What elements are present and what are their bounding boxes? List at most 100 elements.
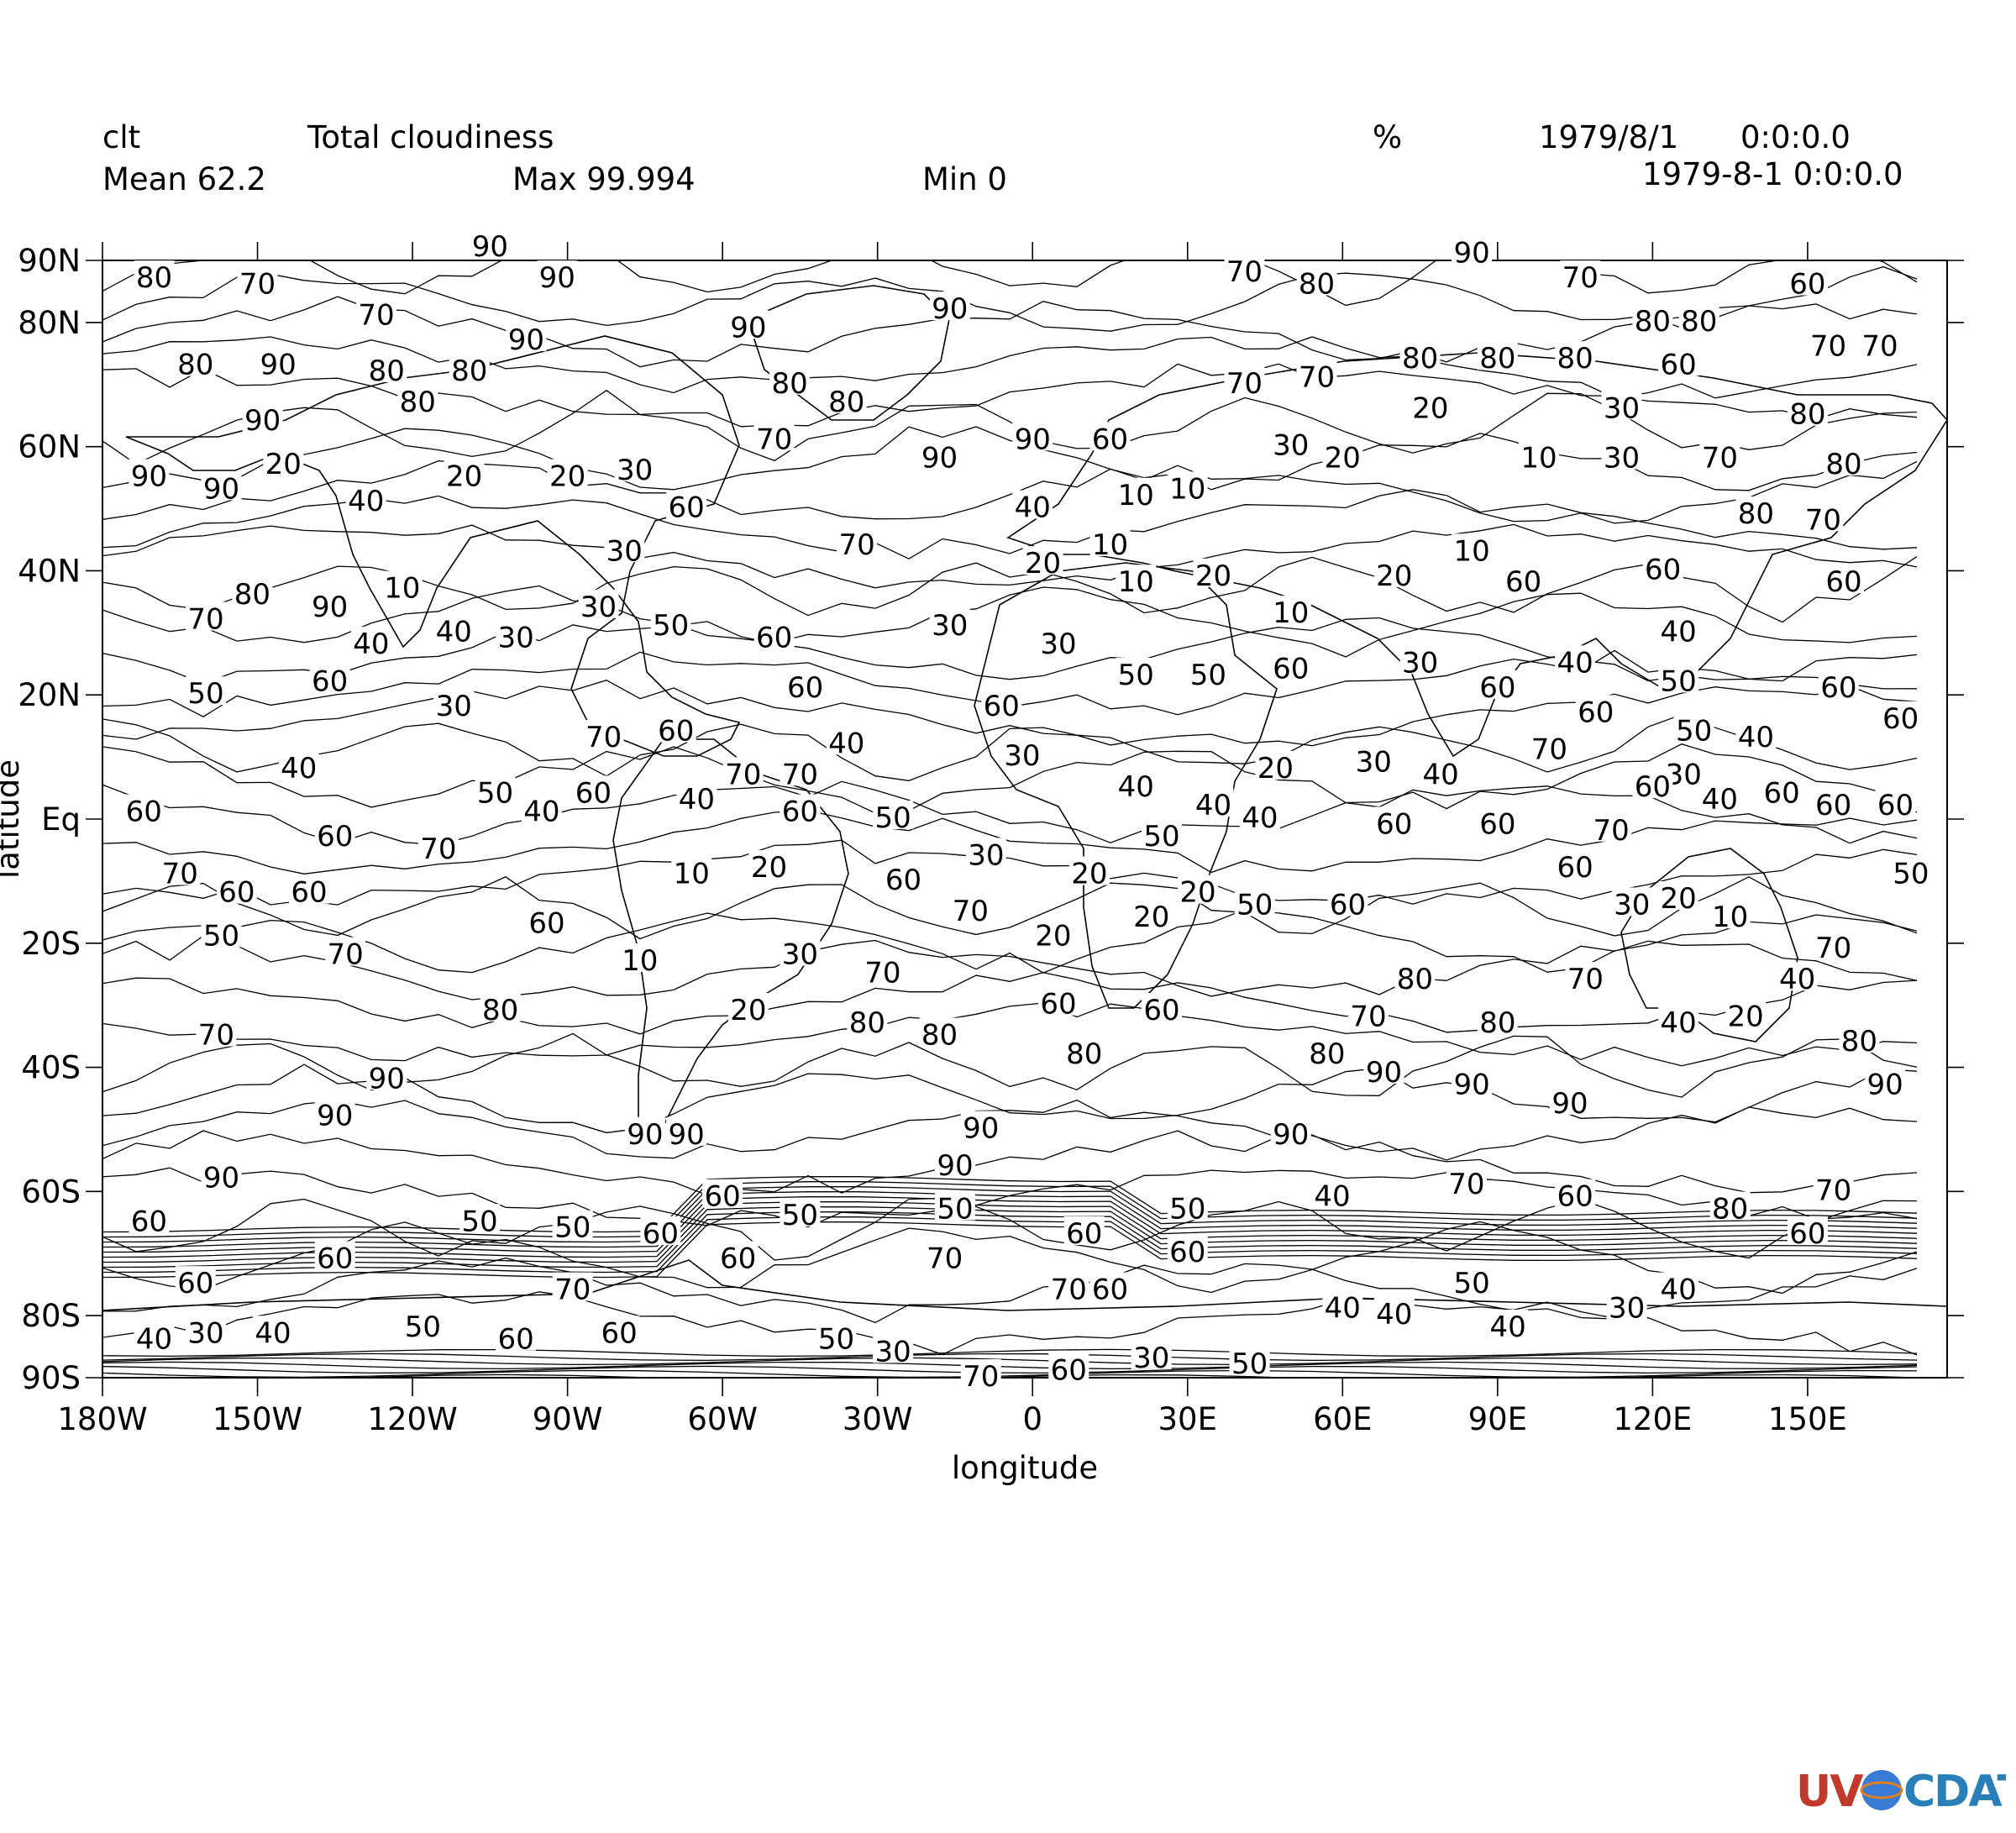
contour-label-bg [1178, 874, 1219, 904]
contour-label-bg [1823, 565, 1864, 594]
contour-label: 40 [436, 615, 472, 649]
contour-label: 80 [828, 386, 864, 419]
contour-label: 60 [601, 1316, 637, 1350]
contour-label-bg [1116, 769, 1157, 799]
y-tick-label: 60S [21, 1174, 81, 1210]
contour-label: 90 [1015, 423, 1051, 456]
contour-label: 60 [1330, 888, 1366, 922]
contour-label: 70 [963, 1360, 999, 1394]
y-tick-label: Eq [41, 801, 81, 838]
contour-label: 40 [136, 1323, 172, 1357]
contour-label-bg [237, 266, 278, 296]
contour-label: 50 [818, 1323, 854, 1357]
contour-label-bg [1611, 887, 1652, 916]
contour-label: 70 [420, 832, 456, 866]
contour-label: 60 [705, 1180, 741, 1214]
contour-label: 80 [1309, 1037, 1345, 1071]
contour-line [102, 389, 1918, 465]
contour-label-bg [258, 347, 299, 376]
contour-label: 80 [1635, 305, 1671, 339]
contour-label-bg [1813, 788, 1854, 817]
contour-label-bg [1373, 558, 1415, 587]
contour-label: 60 [1273, 653, 1309, 686]
contour-label: 30 [1604, 441, 1640, 475]
contour-label-bg [470, 229, 511, 259]
contour-label-bg [1089, 422, 1131, 451]
contour-label: 90 [1453, 237, 1489, 270]
contour-label-bg [1022, 546, 1063, 575]
contour-label: 70 [327, 938, 363, 972]
contour-label-bg [1658, 1272, 1699, 1301]
contour-label: 70 [1299, 360, 1335, 394]
contour-label: 10 [1273, 596, 1309, 630]
contour-label: 90 [1366, 1056, 1402, 1090]
contour-label: 60 [787, 671, 823, 705]
contour-label: 80 [1299, 268, 1335, 302]
contour-label-bg [1229, 1347, 1270, 1376]
contour-label-bg [232, 577, 273, 606]
contour-label: 30 [580, 591, 617, 624]
contour-label-bg [826, 384, 867, 413]
contour-label-bg [640, 1216, 681, 1246]
contour-label-bg [873, 1334, 914, 1363]
contour-label-bg [123, 794, 165, 823]
contour-label: 50 [477, 776, 513, 810]
contour-label-bg [1477, 1005, 1518, 1034]
contour-label: 70 [756, 423, 792, 456]
contour-label-bg [1037, 627, 1079, 656]
contour-label-bg [1678, 303, 1719, 333]
contour-label: 80 [1789, 398, 1825, 432]
contour-label: 90 [1273, 1118, 1309, 1152]
contour-label-bg [1089, 1272, 1131, 1301]
contour-label: 60 [1092, 1274, 1128, 1307]
contour-label: 40 [1490, 1310, 1526, 1344]
contour-label: 10 [1169, 472, 1205, 506]
contour-label-bg [433, 689, 475, 717]
contour-line [102, 1369, 1918, 1378]
contour-label-bg [1529, 732, 1570, 761]
contour-label: 40 [1779, 963, 1815, 996]
contour-label: 30 [1273, 429, 1309, 463]
contour-label: 60 [1789, 1217, 1825, 1251]
contour-label-bg [521, 794, 562, 823]
contour-label-bg [599, 1316, 640, 1345]
contour-label-bg [650, 607, 691, 637]
contour-label-bg [624, 1116, 665, 1146]
contour-label: 80 [1712, 1193, 1748, 1226]
contour-label-bg [1452, 1266, 1493, 1295]
contour-label-bg [1658, 347, 1699, 376]
contour-label-bg [1787, 266, 1828, 296]
contour-label-bg [1142, 819, 1183, 848]
contour-label: 90 [508, 323, 544, 357]
contour-label-bg [583, 719, 624, 748]
contour-label-bg [1565, 962, 1606, 991]
contour-label: 20 [1179, 876, 1215, 910]
contour-label: 20 [730, 994, 766, 1027]
contour-label: 50 [782, 1199, 818, 1232]
contour-label-bg [252, 1316, 293, 1345]
contour-label: 60 [1143, 994, 1179, 1027]
time-label: 0:0:0.0 [1740, 119, 1851, 155]
contour-line [102, 1002, 1918, 1067]
contour-line [102, 1197, 1918, 1261]
contour-label-bg [547, 459, 588, 488]
contour-label: 20 [1071, 858, 1107, 891]
contour-label: 60 [658, 715, 694, 748]
contour-label: 40 [1376, 1298, 1412, 1331]
contour-label-bg [1632, 769, 1673, 799]
contour-line [102, 1181, 1918, 1238]
contour-label-bg [1032, 918, 1074, 948]
contour-label-bg [1880, 701, 1921, 730]
contour-label-bg [1116, 477, 1157, 507]
contour-label-bg [160, 856, 201, 885]
x-tick-label: 90W [533, 1401, 603, 1437]
contour-label: 40 [1118, 770, 1154, 804]
contour-label: 10 [1453, 534, 1489, 568]
contour-label: 30 [968, 838, 1004, 872]
contour-label: 90 [1453, 1069, 1489, 1102]
contour-label-bg [325, 937, 366, 966]
contour-label-bg [1063, 1216, 1105, 1246]
contour-label: 60 [1635, 770, 1671, 804]
contour-label: 50 [1143, 820, 1179, 853]
